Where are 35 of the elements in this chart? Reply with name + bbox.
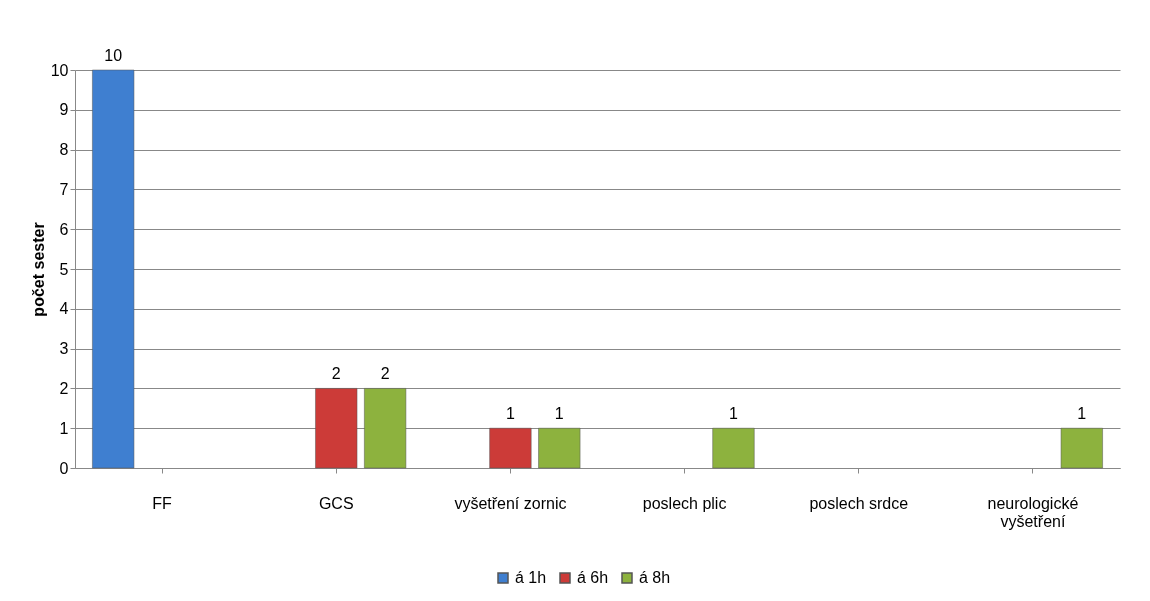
bar: [92, 69, 135, 469]
x-tick-label: GCS: [318, 494, 354, 512]
y-tick-label: 4: [59, 300, 69, 318]
y-tick-label: 2: [59, 379, 69, 397]
y-tick-label: 8: [59, 141, 69, 159]
legend-label: á 6h: [577, 569, 609, 586]
data-label: 2: [380, 365, 390, 383]
bar: [712, 427, 755, 469]
y-tick-label: 10: [50, 61, 69, 79]
bar: [538, 427, 581, 469]
y-tick-label: 1: [59, 419, 69, 437]
legend-label: á 1h: [515, 569, 547, 586]
y-axis-title: počet sester: [29, 222, 47, 317]
data-label: 1: [1077, 405, 1087, 423]
x-tick-label: poslech srdce: [809, 494, 909, 512]
legend-label: á 8h: [639, 569, 671, 586]
y-tick-label: 7: [59, 180, 69, 198]
x-tick-label: neurologické vyšetření: [987, 494, 1079, 530]
y-tick-label: 3: [59, 340, 69, 358]
x-tick-label: FF: [152, 494, 173, 512]
y-tick-label: 9: [59, 101, 69, 119]
data-label: 1: [729, 405, 739, 423]
bar: [315, 388, 358, 469]
x-tick-label: poslech plic: [642, 494, 727, 512]
data-label: 2: [331, 365, 341, 383]
y-tick-label: 0: [59, 459, 69, 477]
data-label: 1: [505, 405, 515, 423]
bar: [489, 427, 532, 469]
data-label: 1: [554, 405, 564, 423]
y-tick-label: 5: [59, 260, 69, 278]
bar: [1060, 427, 1103, 469]
x-tick-label: vyšetření zornic: [454, 494, 567, 512]
data-label: 10: [104, 47, 123, 64]
y-tick-label: 6: [59, 220, 69, 238]
bar: [364, 388, 407, 469]
